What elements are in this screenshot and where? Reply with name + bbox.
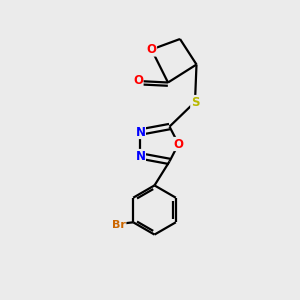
Text: S: S	[191, 95, 199, 109]
Text: O: O	[133, 74, 143, 88]
Text: O: O	[146, 43, 157, 56]
Text: Br: Br	[112, 220, 126, 230]
Text: N: N	[135, 149, 146, 163]
Text: N: N	[135, 125, 146, 139]
Text: O: O	[173, 137, 184, 151]
